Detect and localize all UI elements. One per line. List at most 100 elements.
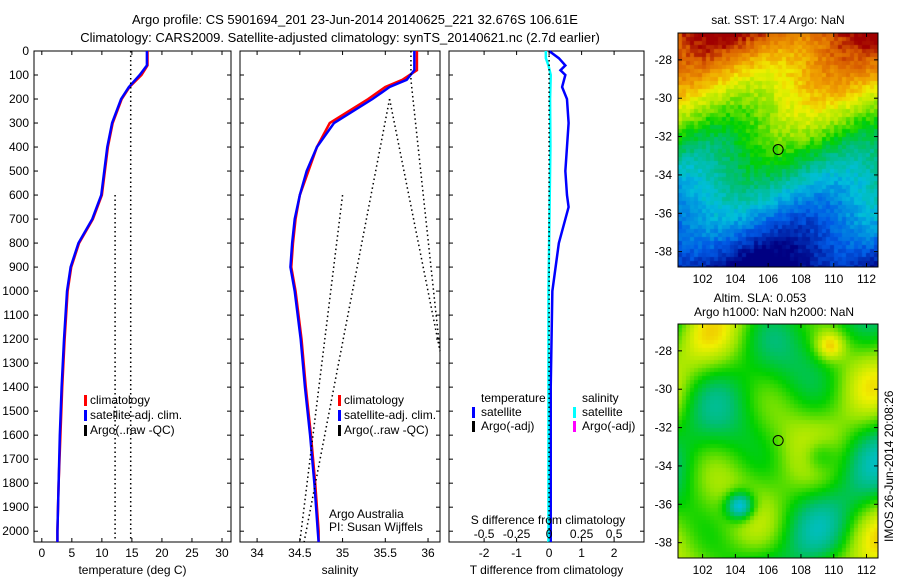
series-line-climatology	[290, 51, 419, 542]
y-tick-label: 500	[9, 164, 29, 178]
x-tick-label: 30	[215, 546, 229, 560]
y-tick-label: -28	[655, 53, 673, 67]
y-tick-label: 1600	[2, 428, 29, 442]
x-tick-label: 0	[38, 546, 45, 560]
sst-map-image	[678, 33, 878, 267]
x-tick-label: 106	[758, 563, 778, 577]
x-tick-label: 104	[725, 563, 745, 577]
panel-difference: -2 -1 0 1 2 T difference from climatology temp…	[448, 49, 645, 577]
x-tick-label: 25	[185, 546, 199, 560]
x-tick-label: 2	[611, 546, 618, 560]
series-line-satellite-adj-clim-	[56, 51, 149, 542]
secondary-tick-label: 0.25	[570, 527, 594, 541]
y-tick-label: -28	[655, 344, 673, 358]
y-tick-label: 1100	[3, 308, 29, 322]
legend-label: Argo(..raw -QC)	[90, 423, 175, 437]
legend-swatch	[338, 395, 341, 406]
y-tick-label: -34	[655, 168, 673, 182]
series-line-t-satellite	[548, 49, 570, 542]
x-tick-label: 102	[693, 272, 713, 286]
series-line-argo-raw-qc-b	[388, 98, 441, 352]
title-line-1: Argo profile: CS 5901694_201 23-Jun-2014…	[132, 12, 578, 27]
y-tick-label: 2000	[2, 524, 29, 538]
legend-swatch	[338, 425, 341, 436]
x-tick-label: -1	[511, 546, 522, 560]
legend-label: satellite-adj. clim.	[90, 408, 182, 422]
x-tick-label: 112	[857, 272, 876, 286]
legend-label: climatology	[90, 393, 150, 407]
x-tick-label: 110	[824, 563, 843, 577]
x-tick-label: 108	[791, 272, 811, 286]
y-tick-label: 1400	[2, 380, 29, 394]
x-tick-label: 102	[693, 563, 713, 577]
x-tick-label: 35.5	[374, 546, 398, 560]
panel-temperature: 0 5 10 15 20 25 300100200300400500600700800900…	[2, 44, 232, 577]
y-tick-label: -30	[655, 91, 673, 105]
argo-location-marker	[772, 144, 784, 156]
plot-frame	[448, 50, 645, 543]
legend-swatch	[84, 425, 87, 436]
x-tick-label: -2	[479, 546, 490, 560]
y-tick-label: 1200	[2, 332, 29, 346]
legend-label: Argo(..raw -QC)	[344, 423, 429, 437]
legend-label: Argo(-adj)	[582, 419, 635, 433]
y-tick-label: 1900	[2, 500, 29, 514]
legend-header: salinity	[582, 391, 619, 405]
panel-sst_map: 102 104 106 108 110 112 -28 -30 -32 -34 -36 -38 sat.…	[655, 13, 879, 286]
annotation-line: PI: Susan Wijffels	[329, 520, 423, 534]
secondary-axis-label: S difference from climatology	[471, 513, 626, 527]
y-tick-label: 300	[9, 116, 29, 130]
y-tick-label: -38	[655, 536, 673, 550]
legend-label: satellite	[481, 405, 522, 419]
y-tick-label: 600	[9, 188, 29, 202]
plot-frame	[33, 50, 232, 543]
x-tick-label: 108	[791, 563, 811, 577]
series-line-s-satellite	[544, 51, 552, 542]
series-line-argo-raw-qc-c	[303, 98, 391, 543]
x-tick-label: 106	[758, 272, 778, 286]
argo-location-marker	[772, 435, 784, 447]
y-tick-label: -30	[655, 382, 673, 396]
panel-sla_map: 102 104 106 108 110 112 -28 -30 -32 -34 -36 -38 Alti…	[655, 291, 879, 577]
y-tick-label: -36	[655, 497, 673, 511]
series-line-satellite-adj-clim-	[289, 51, 416, 543]
x-tick-label: 0	[546, 546, 553, 560]
legend-swatch	[84, 410, 87, 421]
series-line-argo-raw-qc-	[410, 51, 441, 352]
y-tick-label: -34	[655, 459, 673, 473]
secondary-tick-label: -0.25	[503, 527, 531, 541]
legend-swatch	[338, 410, 341, 421]
secondary-tick-label: 0.5	[606, 527, 623, 541]
series-line-argo-raw-qc-d	[299, 194, 344, 543]
legend-swatch	[573, 407, 576, 418]
y-tick-label: 1000	[2, 284, 29, 298]
series-line-climatology	[56, 51, 149, 542]
x-axis-label: T difference from climatology	[470, 563, 624, 577]
x-tick-label: 36	[421, 546, 435, 560]
y-tick-label: 400	[9, 140, 29, 154]
x-tick-label: 35	[336, 546, 350, 560]
legend-label: Argo(-adj)	[481, 419, 534, 433]
x-tick-label: 34.5	[288, 546, 312, 560]
x-tick-label: 5	[68, 546, 75, 560]
y-tick-label: 100	[9, 68, 29, 82]
secondary-tick-label: 0	[546, 527, 553, 541]
y-tick-label: 900	[9, 260, 29, 274]
x-tick-label: 20	[155, 546, 169, 560]
secondary-tick-label: -0.5	[474, 527, 495, 541]
y-tick-label: -36	[655, 206, 673, 220]
x-tick-label: 104	[725, 272, 745, 286]
sla-map-image	[678, 324, 878, 558]
x-tick-label: 15	[125, 546, 139, 560]
legend-swatch	[84, 395, 87, 406]
y-tick-label: -32	[655, 421, 673, 435]
x-tick-label: 112	[857, 563, 876, 577]
y-tick-label: -38	[655, 245, 673, 259]
legend-label: satellite	[582, 405, 623, 419]
panel-salinity: 34 34.5 35 35.5 36 salinity climatologysatelli…	[239, 50, 441, 577]
annotation-line: Argo Australia	[329, 507, 404, 521]
map-title-line-2: Argo h1000: NaN h2000: NaN	[694, 305, 854, 319]
x-tick-label: 10	[95, 546, 109, 560]
title-line-2: Climatology: CARS2009. Satellite-adjuste…	[80, 30, 600, 45]
